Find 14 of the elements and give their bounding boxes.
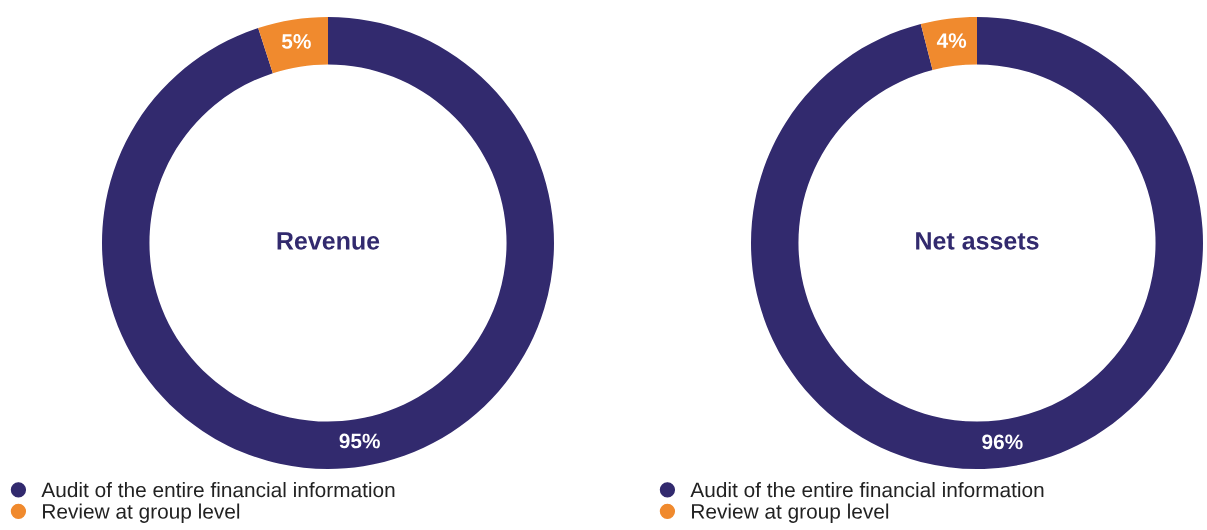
text: Revenue bbox=[277, 232, 380, 250]
legend-label: Audit of the entire financial information bbox=[690, 482, 1044, 498]
text: Net assets bbox=[916, 232, 1039, 250]
donut-slice bbox=[920, 17, 977, 71]
donut-slice bbox=[258, 17, 328, 74]
data-label: 4% bbox=[936, 33, 967, 48]
legend-label: Review at group level bbox=[692, 503, 889, 523]
data-label: 95% bbox=[339, 433, 380, 449]
legend-label: Review at group level bbox=[43, 503, 240, 523]
data-label: 96% bbox=[982, 434, 1023, 450]
donut-slice bbox=[751, 17, 1203, 469]
donut-slice bbox=[102, 17, 554, 469]
legend-label: Audit of the entire financial information bbox=[41, 482, 395, 498]
data-label: 5% bbox=[281, 34, 311, 49]
